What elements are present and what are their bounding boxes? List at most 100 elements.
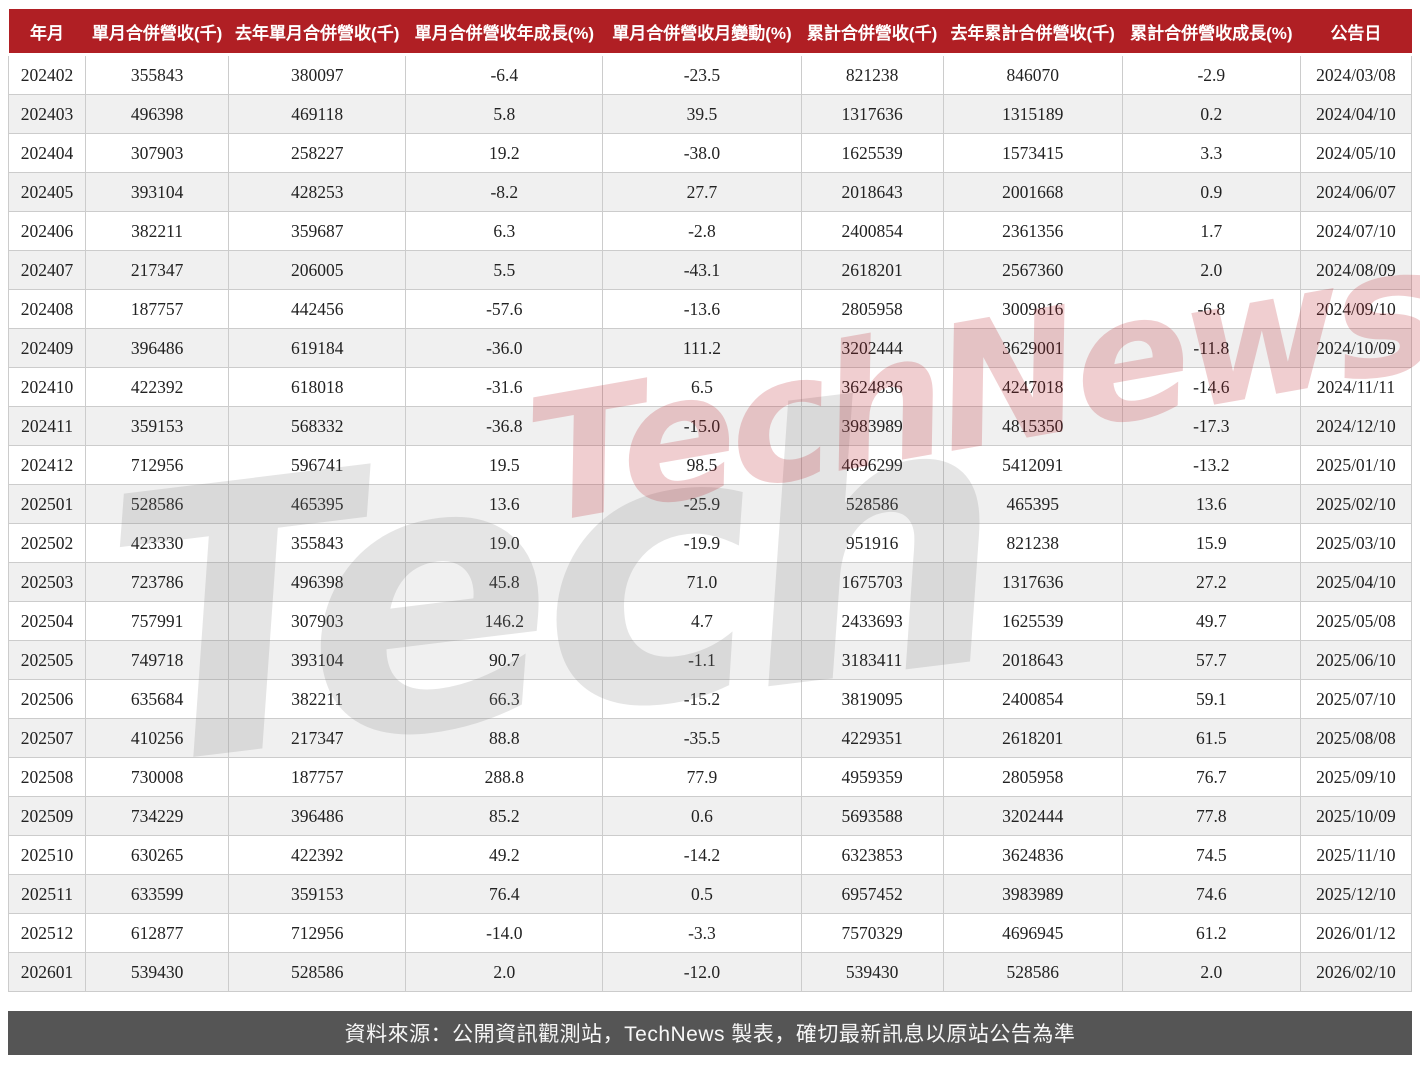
table-cell: 3983989 <box>800 406 944 446</box>
table-cell: 496398 <box>228 562 407 602</box>
table-cell: -36.0 <box>405 328 604 368</box>
table-cell: 13.6 <box>1121 484 1301 524</box>
table-cell: -19.9 <box>602 523 802 563</box>
table-header-row: 年月 單月合併營收(千) 去年單月合併營收(千) 單月合併營收年成長(%) 單月合併營收… <box>8 9 1412 56</box>
table-cell: 202406 <box>7 211 87 251</box>
table-cell: 539430 <box>800 952 944 992</box>
table-cell: 202501 <box>7 484 87 524</box>
table-cell: 202601 <box>7 952 87 992</box>
table-cell: 202512 <box>7 913 87 953</box>
table-cell: -13.6 <box>602 289 802 329</box>
table-cell: -14.2 <box>602 835 802 875</box>
table-cell: -14.6 <box>1121 367 1301 407</box>
table-cell: 846070 <box>942 54 1123 95</box>
table-cell: 2.0 <box>1121 952 1301 992</box>
table-cell: 202506 <box>7 679 87 719</box>
table-row: 202510 630265 422392 49.2 -14.2 6323853 362483… <box>7 835 1413 875</box>
source-note: 資料來源：公開資訊觀測站，TechNews 製表，確切最新訊息以原站公告為準 <box>344 1023 1076 1046</box>
table-cell: 5412091 <box>942 445 1123 485</box>
table-cell: 539430 <box>85 952 230 992</box>
table-cell: 2025/04/10 <box>1299 562 1413 602</box>
table-cell: 723786 <box>85 562 230 602</box>
table-cell: 61.5 <box>1121 718 1301 758</box>
table-cell: 202511 <box>7 874 87 914</box>
table-row: 202511 633599 359153 76.4 0.5 6957452 3983989 7… <box>7 874 1413 914</box>
table-cell: 528586 <box>85 484 230 524</box>
table-row: 202405 393104 428253 -8.2 27.7 2018643 2001668… <box>7 172 1413 212</box>
column-header: 單月合併營收月變動(%) <box>602 9 802 56</box>
table-cell: 6.5 <box>602 367 802 407</box>
table-cell: 19.5 <box>405 445 604 485</box>
table-row: 202509 734229 396486 85.2 0.6 5693588 3202444 7… <box>7 796 1413 836</box>
table-cell: 4815350 <box>942 406 1123 446</box>
table-cell: 6323853 <box>800 835 944 875</box>
table-cell: 0.5 <box>602 874 802 914</box>
table-cell: 202503 <box>7 562 87 602</box>
table-cell: 3183411 <box>800 640 944 680</box>
table-cell: 382211 <box>85 211 230 251</box>
table-cell: 359153 <box>228 874 407 914</box>
table-cell: 187757 <box>85 289 230 329</box>
table-cell: 85.2 <box>405 796 604 836</box>
table-cell: 15.9 <box>1121 523 1301 563</box>
table-cell: 3624836 <box>942 835 1123 875</box>
table-cell: 359153 <box>85 406 230 446</box>
table-cell: 19.2 <box>405 133 604 173</box>
table-cell: 258227 <box>228 133 407 173</box>
table-cell: 2433693 <box>800 601 944 641</box>
table-cell: -17.3 <box>1121 406 1301 446</box>
column-header: 單月合併營收年成長(%) <box>405 9 603 56</box>
table-cell: 528586 <box>800 484 944 524</box>
table-cell: 2024/07/10 <box>1299 211 1413 251</box>
table-cell: 2026/02/10 <box>1299 952 1413 992</box>
table-cell: -23.5 <box>602 54 802 95</box>
table-cell: 2025/01/10 <box>1299 445 1413 485</box>
table-cell: 202407 <box>7 250 87 290</box>
table-cell: 2805958 <box>800 289 944 329</box>
table-cell: 206005 <box>228 250 407 290</box>
table-cell: 202408 <box>7 289 87 329</box>
table-cell: 74.6 <box>1121 874 1301 914</box>
table-cell: 396486 <box>85 328 230 368</box>
table-cell: 1.7 <box>1121 211 1301 251</box>
table-cell: 3009816 <box>942 289 1123 329</box>
table-cell: 528586 <box>228 952 407 992</box>
table-cell: -12.0 <box>602 952 802 992</box>
table-cell: 469118 <box>228 94 407 134</box>
table-cell: 2025/03/10 <box>1299 523 1413 563</box>
table-cell: 1315189 <box>942 94 1123 134</box>
table-cell: 71.0 <box>602 562 802 602</box>
table-cell: 618018 <box>228 367 407 407</box>
table-cell: 633599 <box>85 874 230 914</box>
table-cell: 307903 <box>228 601 407 641</box>
table-cell: 202402 <box>7 54 87 95</box>
table-cell: 66.3 <box>405 679 604 719</box>
table-cell: 428253 <box>228 172 407 212</box>
table-cell: -25.9 <box>602 484 802 524</box>
table-cell: 2024/09/10 <box>1299 289 1413 329</box>
table-cell: 4696945 <box>942 913 1123 953</box>
table-cell: 5.5 <box>405 250 604 290</box>
table-cell: 2805958 <box>942 757 1123 797</box>
table-cell: 2024/12/10 <box>1299 406 1413 446</box>
column-header: 單月合併營收(千) <box>85 9 229 56</box>
table-cell: 2025/10/09 <box>1299 796 1413 836</box>
table-cell: 202508 <box>7 757 87 797</box>
table-cell: 19.0 <box>405 523 604 563</box>
table-row: 202508 730008 187757 288.8 77.9 4959359 280595… <box>7 757 1413 797</box>
table-cell: -36.8 <box>405 406 604 446</box>
table-cell: -35.5 <box>602 718 802 758</box>
table-cell: -15.2 <box>602 679 802 719</box>
table-row: 202505 749718 393104 90.7 -1.1 3183411 2018643… <box>7 640 1413 680</box>
table-cell: 90.7 <box>405 640 604 680</box>
table-cell: 568332 <box>228 406 407 446</box>
table-cell: 2025/08/08 <box>1299 718 1413 758</box>
table-cell: 59.1 <box>1121 679 1301 719</box>
table-cell: 821238 <box>942 523 1123 563</box>
table-cell: 2618201 <box>800 250 944 290</box>
table-cell: 5693588 <box>800 796 944 836</box>
table-cell: 730008 <box>85 757 230 797</box>
table-cell: 2025/02/10 <box>1299 484 1413 524</box>
table-cell: 76.4 <box>405 874 604 914</box>
table-cell: 2.0 <box>1121 250 1301 290</box>
